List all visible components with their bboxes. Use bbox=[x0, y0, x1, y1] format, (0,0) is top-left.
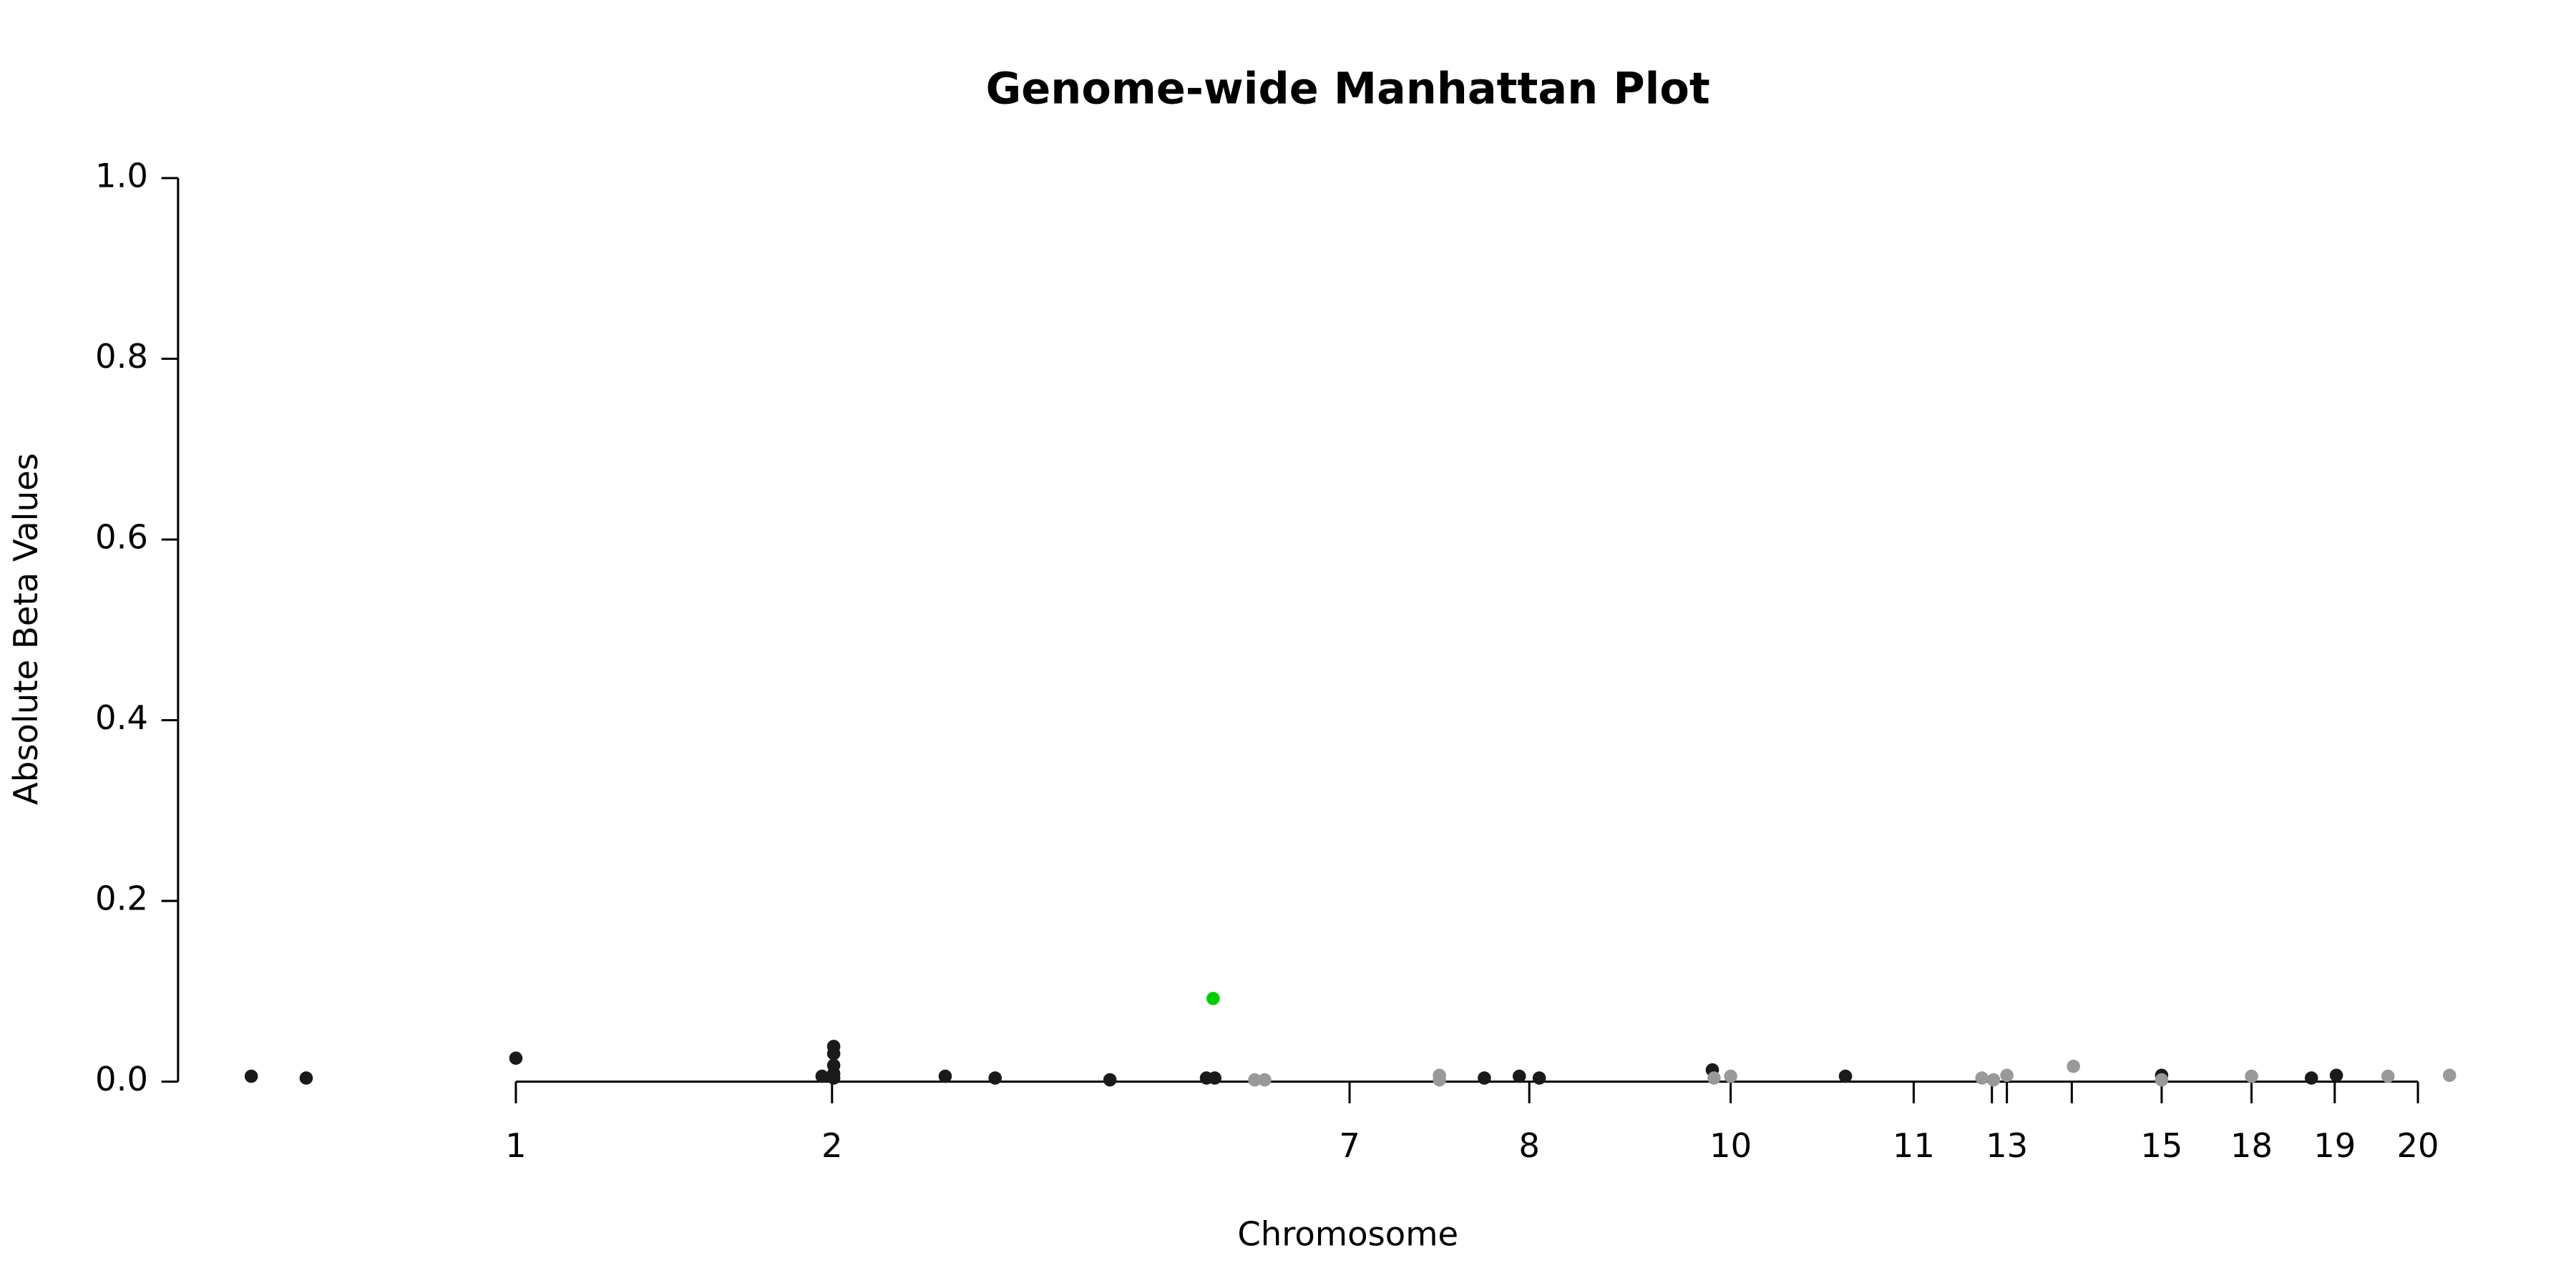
x-tick-label: 10 bbox=[1709, 1126, 1752, 1165]
point bbox=[509, 1051, 523, 1065]
x-tick-label: 13 bbox=[1986, 1126, 2028, 1165]
point bbox=[1248, 1073, 1262, 1087]
y-tick-label: 0.8 bbox=[95, 337, 148, 376]
point bbox=[2381, 1069, 2395, 1083]
x-tick-label: 15 bbox=[2140, 1126, 2182, 1165]
point bbox=[1532, 1071, 1546, 1085]
y-tick-label: 1.0 bbox=[95, 156, 148, 195]
y-tick-label: 0.4 bbox=[95, 698, 148, 737]
point bbox=[1206, 992, 1220, 1005]
x-tick-label: 19 bbox=[2313, 1126, 2356, 1165]
x-tick-label: 1 bbox=[505, 1126, 527, 1165]
x-tick-label: 20 bbox=[2396, 1126, 2439, 1165]
point bbox=[1724, 1069, 1737, 1083]
y-tick-label: 0.0 bbox=[95, 1060, 148, 1098]
point bbox=[1512, 1069, 1526, 1083]
y-axis-label: Absolute Beta Values bbox=[6, 453, 45, 805]
point bbox=[1707, 1071, 1721, 1085]
point bbox=[1258, 1073, 1272, 1087]
point bbox=[826, 1071, 841, 1085]
point bbox=[1838, 1069, 1853, 1083]
point bbox=[2329, 1068, 2343, 1083]
point bbox=[1478, 1071, 1491, 1085]
point bbox=[1208, 1071, 1221, 1085]
point bbox=[988, 1071, 1002, 1085]
point bbox=[2245, 1069, 2258, 1083]
x-axis-label: Chromosome bbox=[1237, 1214, 1458, 1253]
x-tick-label: 11 bbox=[1893, 1126, 1935, 1165]
x-tick-label: 2 bbox=[821, 1126, 843, 1165]
point bbox=[2442, 1068, 2457, 1083]
point bbox=[2000, 1068, 2014, 1083]
point bbox=[1986, 1073, 2001, 1087]
point bbox=[244, 1069, 258, 1083]
point bbox=[938, 1069, 952, 1083]
x-tick-label: 18 bbox=[2230, 1126, 2273, 1165]
point bbox=[299, 1071, 313, 1085]
point bbox=[1433, 1073, 1446, 1087]
y-tick-label: 0.6 bbox=[95, 517, 148, 556]
point bbox=[1103, 1073, 1117, 1087]
point bbox=[815, 1069, 829, 1083]
point bbox=[2155, 1073, 2169, 1087]
x-tick-label: 8 bbox=[1518, 1126, 1540, 1165]
point bbox=[2067, 1059, 2080, 1073]
point bbox=[826, 1047, 841, 1060]
y-tick-label: 0.2 bbox=[95, 879, 148, 918]
point bbox=[2304, 1071, 2318, 1085]
x-tick-label: 7 bbox=[1339, 1126, 1360, 1165]
point bbox=[1975, 1071, 1989, 1085]
chart-title: Genome-wide Manhattan Plot bbox=[986, 64, 1710, 114]
